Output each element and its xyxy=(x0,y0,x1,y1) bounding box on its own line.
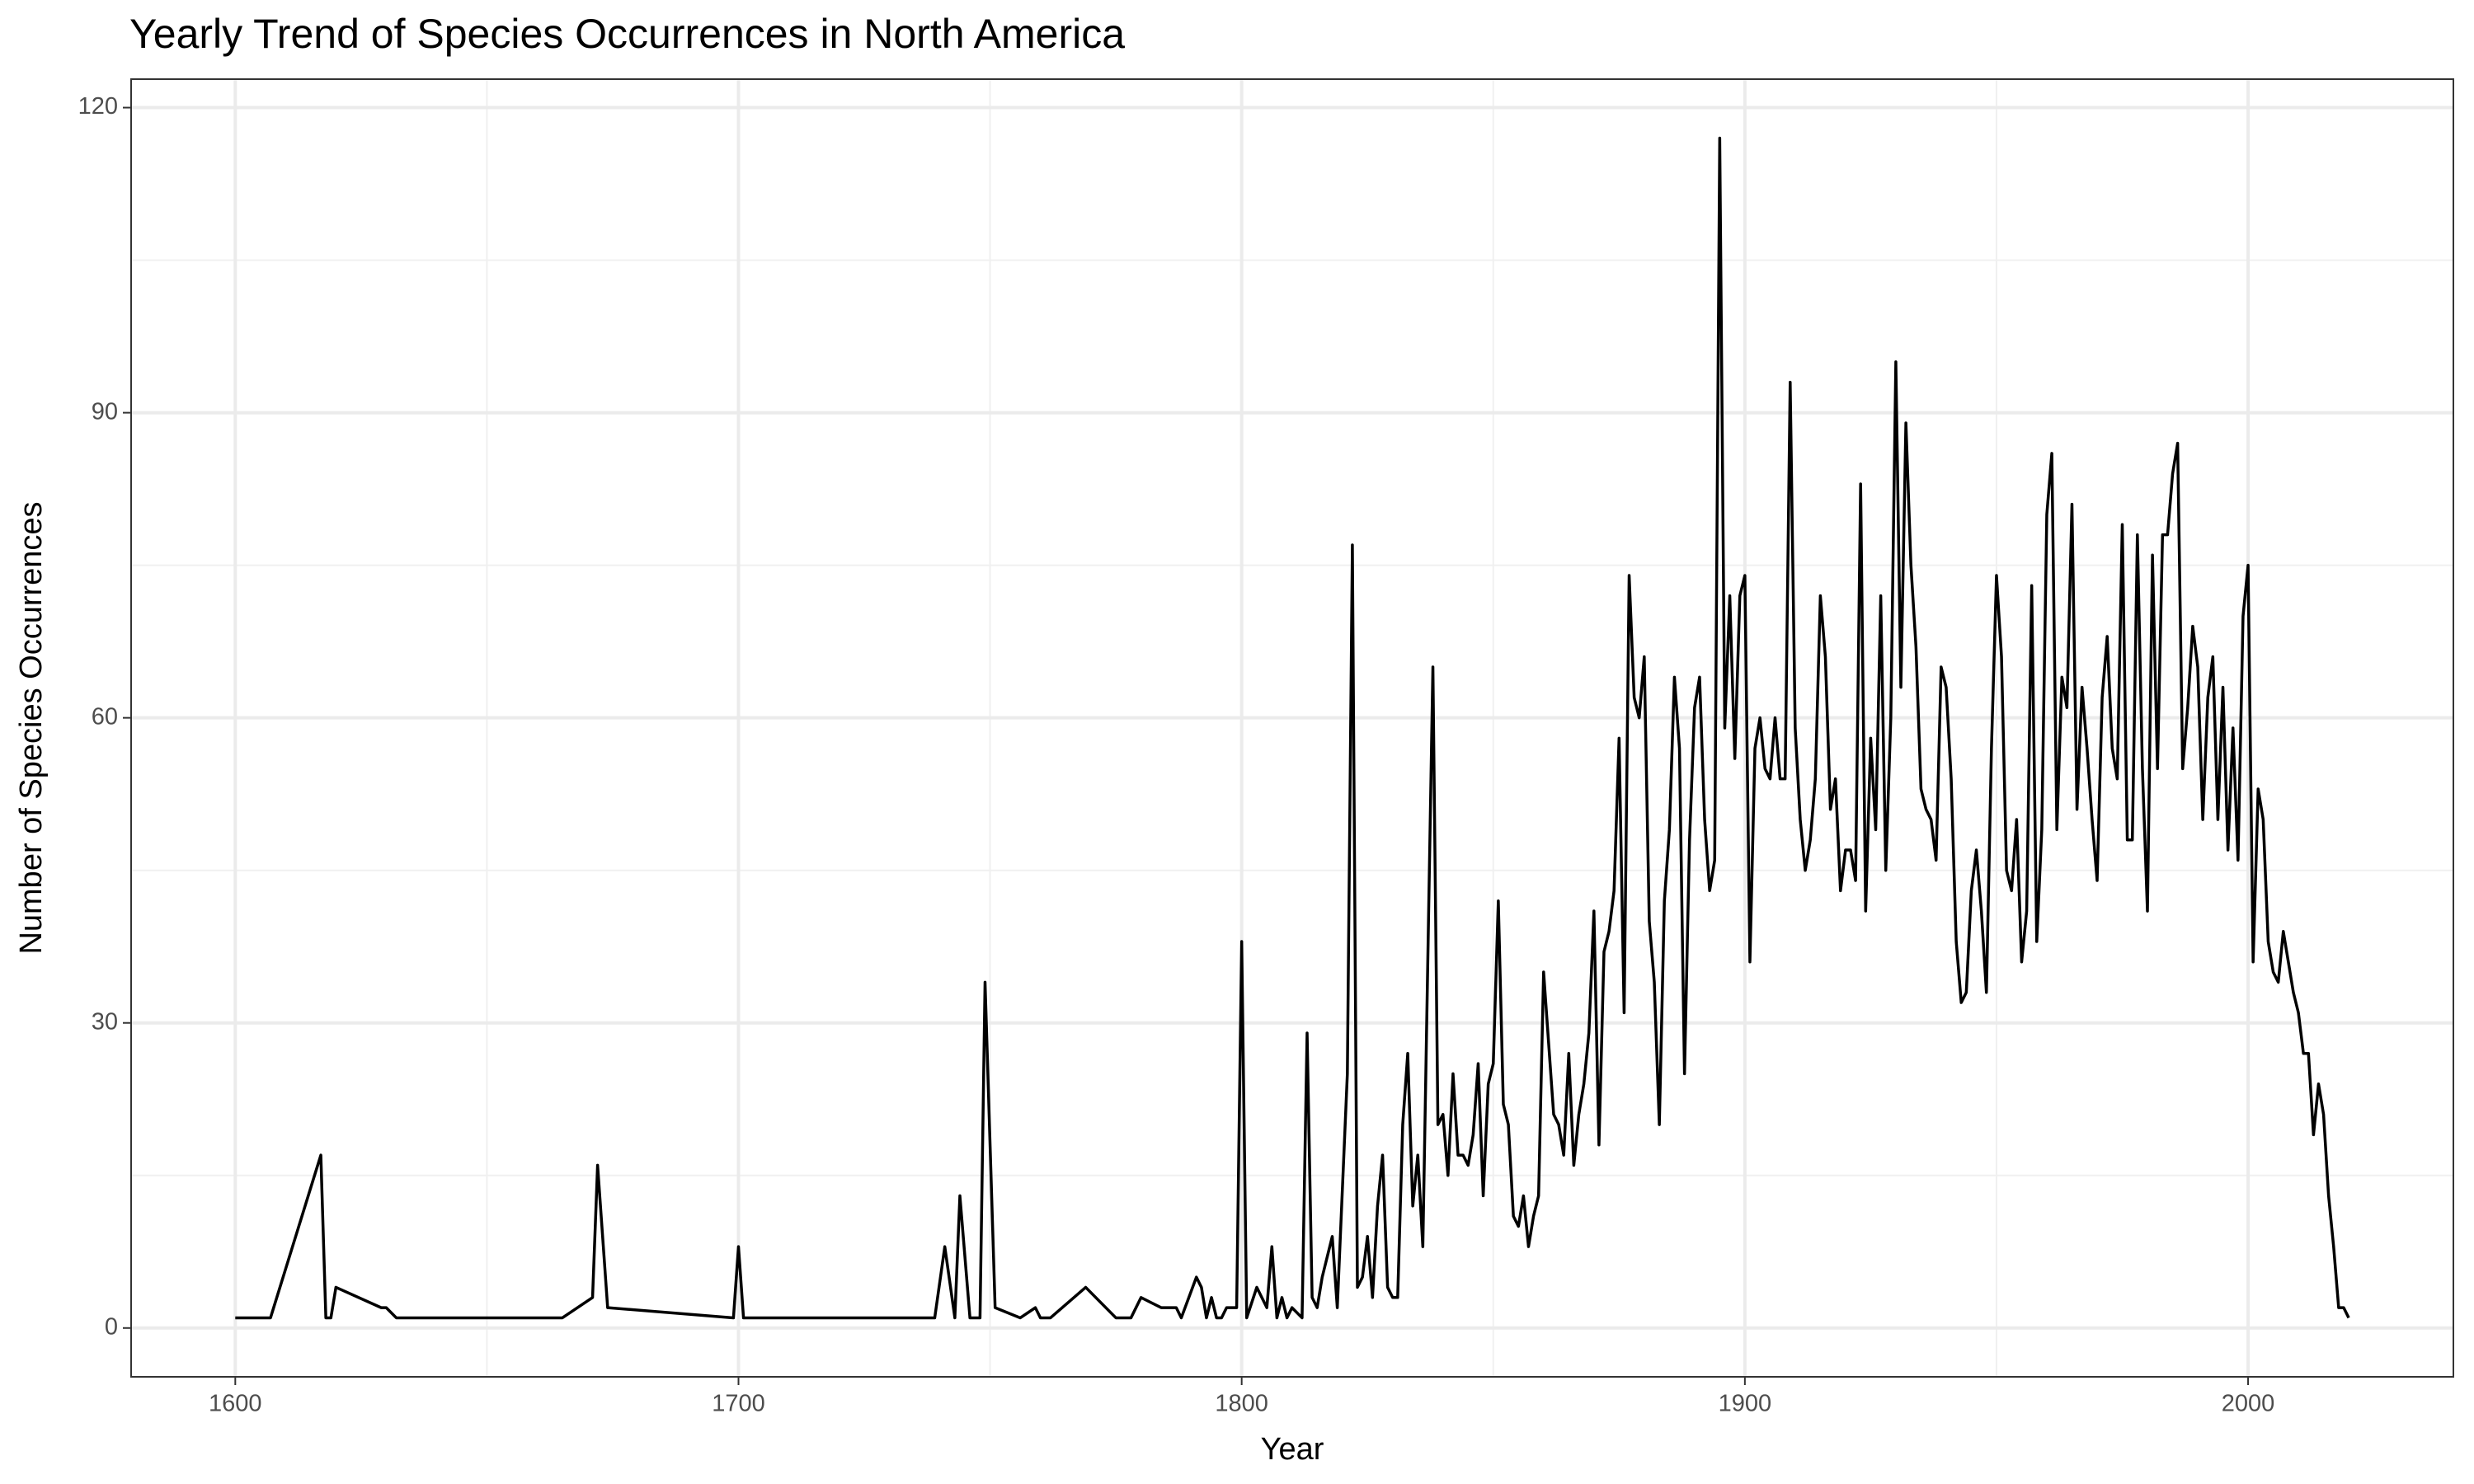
x-tick-label: 1600 xyxy=(209,1391,262,1417)
y-tick-label: 60 xyxy=(92,703,118,730)
chart-title: Yearly Trend of Species Occurrences in N… xyxy=(129,11,1125,57)
x-tick-label: 2000 xyxy=(2222,1391,2275,1417)
x-tick-label: 1700 xyxy=(712,1391,765,1417)
y-tick-label: 90 xyxy=(92,398,118,425)
y-tick-label: 30 xyxy=(92,1008,118,1035)
x-axis-title: Year xyxy=(1261,1432,1324,1467)
data-line xyxy=(235,136,2350,1320)
x-tick-label: 1900 xyxy=(1719,1391,1772,1417)
y-tick-label: 120 xyxy=(78,93,118,120)
x-tick-label: 1800 xyxy=(1215,1391,1268,1417)
y-tick-label: 0 xyxy=(105,1313,118,1340)
plot-border xyxy=(130,78,2454,1378)
y-axis-title: Number of Species Occurrences xyxy=(14,501,49,954)
